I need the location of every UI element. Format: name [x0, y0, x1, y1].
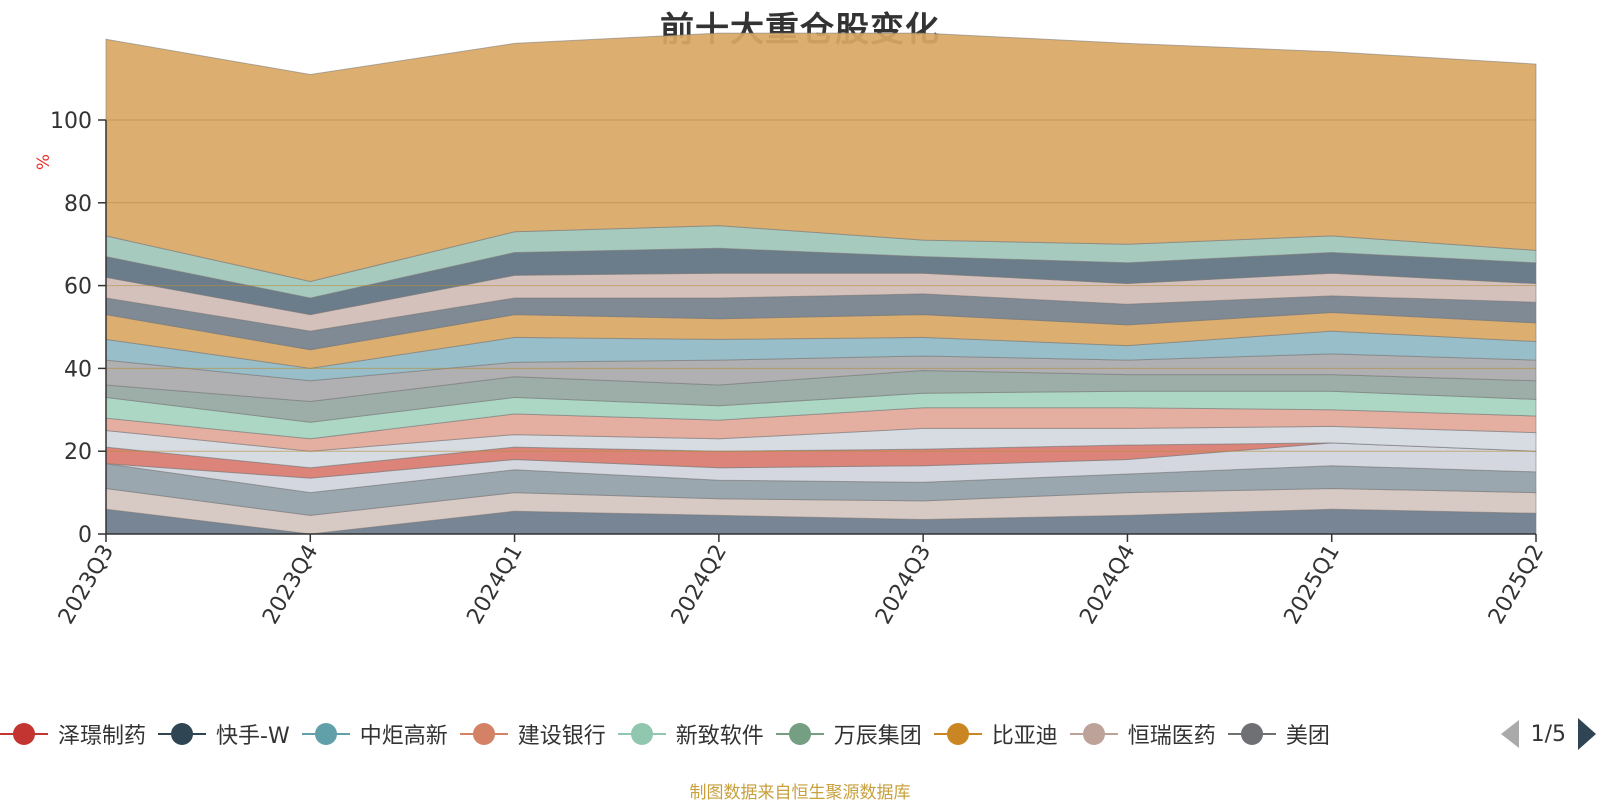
legend-item-label: 建设银行 [517, 724, 606, 749]
legend-item-label: 美团 [1285, 724, 1330, 749]
legend-item[interactable]: 泽璟制药 [0, 718, 146, 750]
legend-marker-icon [1227, 722, 1276, 746]
x-tick-label: 2023Q3 [54, 541, 119, 629]
y-axis-label: % [34, 154, 54, 170]
legend-item-label: 万辰集团 [833, 724, 922, 749]
source-note: 制图数据来自恒生聚源数据库 [689, 783, 911, 803]
grid-lines [106, 119, 1536, 452]
legend-item[interactable]: 新致软件 [617, 718, 764, 750]
legend-item-label: 新致软件 [675, 724, 764, 749]
legend-item-label: 泽璟制药 [58, 724, 147, 749]
legend-item[interactable]: 中炬高新 [301, 718, 448, 750]
legend-item-label: 快手-W [216, 724, 290, 749]
y-tick-label: 20 [64, 440, 92, 465]
x-tick-label: 2024Q1 [462, 541, 527, 629]
y-tick-label: 80 [64, 192, 92, 217]
legend-pager: 1/5 [1500, 718, 1596, 750]
x-tick-label: 2023Q4 [258, 541, 323, 629]
legend-marker-icon [933, 722, 982, 746]
legend-prev-page-button[interactable] [1500, 720, 1519, 748]
x-tick-label: 2024Q3 [871, 541, 936, 629]
legend: 泽璟制药 快手-W 中炬高新 建设银行 新致软件 万辰集团 比亚迪 恒瑞医药 美团 [0, 714, 1600, 754]
x-tick-label: 2024Q4 [1075, 541, 1140, 629]
legend-marker-icon [775, 722, 824, 746]
x-tick-label: 2024Q2 [667, 541, 732, 629]
y-tick-label: 40 [64, 357, 92, 382]
legend-item-label: 恒瑞医药 [1127, 724, 1216, 749]
x-tick-label: 2025Q2 [1484, 541, 1549, 629]
legend-marker-icon [617, 722, 666, 746]
legend-marker-icon [459, 722, 508, 746]
area-series-layer [105, 32, 1537, 535]
y-tick-label: 60 [64, 275, 92, 300]
legend-marker-icon [0, 722, 48, 746]
legend-item[interactable]: 美团 [1227, 718, 1330, 750]
legend-item[interactable]: 万辰集团 [775, 718, 922, 750]
legend-item[interactable]: 快手-W [158, 718, 290, 750]
legend-marker-icon [1069, 722, 1118, 746]
stacked-area-chart: 0 20 40 60 80 100% 2023Q3 2023Q4 2024Q1 2024Q2 202… [34, 32, 1549, 629]
legend-next-page-button[interactable] [1578, 718, 1596, 750]
legend-marker-icon [301, 722, 350, 746]
legend-item-label: 比亚迪 [991, 724, 1058, 749]
legend-page-indicator: 1/5 [1530, 721, 1566, 747]
y-tick-label: 100 [50, 109, 92, 134]
y-tick-label: 0 [78, 523, 92, 548]
legend-item[interactable]: 比亚迪 [933, 718, 1058, 750]
legend-item[interactable]: 建设银行 [459, 718, 606, 750]
legend-item[interactable]: 恒瑞医药 [1069, 718, 1216, 750]
legend-marker-icon [158, 722, 207, 746]
legend-item-label: 中炬高新 [359, 724, 448, 749]
x-tick-label: 2025Q1 [1280, 541, 1345, 629]
area-series-s17[interactable] [105, 32, 1537, 283]
